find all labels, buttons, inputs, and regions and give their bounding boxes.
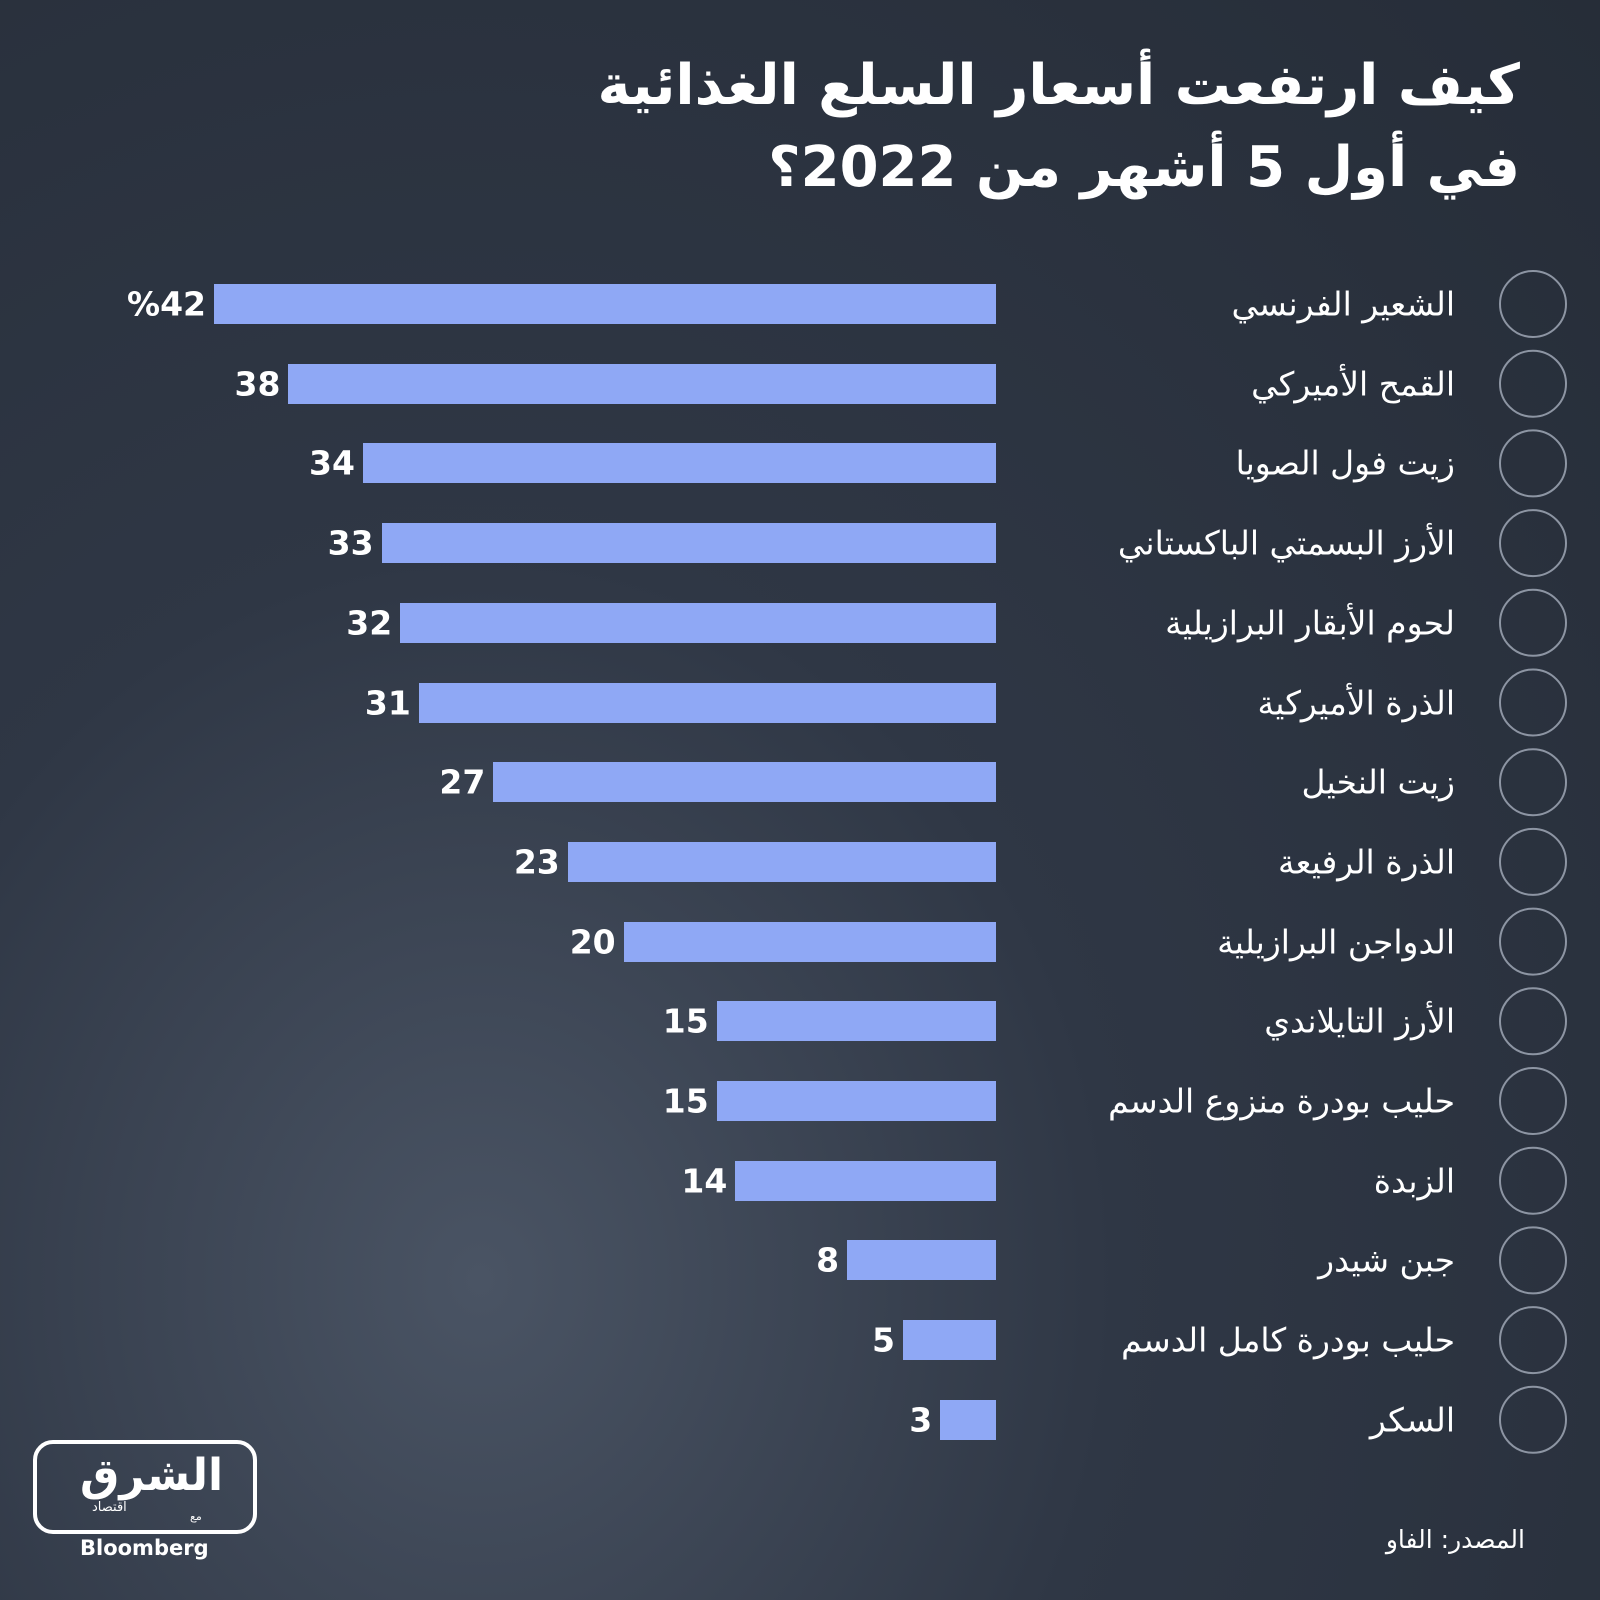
category-label: الذرة الرفيعة <box>1277 842 1455 882</box>
bar <box>847 1240 996 1281</box>
logo-name: الشرق <box>80 1450 224 1501</box>
icon <box>1499 1226 1567 1295</box>
icon <box>1499 668 1567 737</box>
bar <box>400 602 996 643</box>
icon <box>1499 349 1567 418</box>
category-label: الذرة الأميركية <box>1257 683 1455 722</box>
category-label: جبن شيدر <box>1318 1240 1455 1280</box>
value-label: %42 <box>127 284 206 324</box>
bar <box>623 921 996 962</box>
bar <box>716 1001 996 1042</box>
category-label: الزبدة <box>1373 1161 1455 1201</box>
source: المصدر: الفاو <box>1385 1525 1525 1554</box>
category-label: زيت فول الصويا <box>1235 443 1455 483</box>
bar <box>735 1160 996 1201</box>
icon <box>1499 748 1567 817</box>
chart-title: كيف ارتفعت أسعار السلع الغذائية <box>597 53 1520 118</box>
value-label: 20 <box>569 922 616 962</box>
category-label: زيت النخيل <box>1301 762 1455 802</box>
value-label: 8 <box>816 1240 840 1280</box>
value-label: 32 <box>346 603 393 643</box>
category-label: الأرز البسمتي الباكستاني <box>1117 523 1455 563</box>
bar <box>381 523 996 564</box>
icon <box>1499 907 1567 976</box>
icon <box>1499 429 1567 498</box>
category-label: القمح الأميركي <box>1251 364 1455 404</box>
value-label: 15 <box>662 1081 709 1121</box>
bar <box>716 1081 996 1121</box>
icon <box>1499 987 1567 1056</box>
value-label: 31 <box>364 683 411 722</box>
value-label: 27 <box>439 762 486 802</box>
chart-title: في أول 5 أشهر من 2022؟ <box>768 135 1520 200</box>
value-label: 15 <box>662 1001 709 1041</box>
bar <box>288 363 996 404</box>
value-label: 3 <box>909 1400 933 1440</box>
icon <box>1499 827 1567 896</box>
value-label: 34 <box>309 443 355 483</box>
icon <box>1499 270 1567 338</box>
logo-partner: Bloomberg <box>80 1536 209 1560</box>
icon <box>1499 1146 1567 1215</box>
category-label: السكر <box>1369 1400 1455 1440</box>
value-label: 38 <box>234 364 281 404</box>
bar <box>493 762 996 803</box>
logo-frame <box>33 1440 257 1534</box>
category-label: الدواجن البرازيلية <box>1217 922 1455 962</box>
icon <box>1499 1385 1567 1454</box>
icon <box>1499 1067 1567 1135</box>
logo-with: مع <box>190 1510 202 1523</box>
category-label: الشعير الفرنسي <box>1231 284 1456 324</box>
bar <box>902 1320 996 1361</box>
bar <box>940 1399 996 1440</box>
category-label: حليب بودرة منزوع الدسم <box>1108 1081 1455 1121</box>
bar <box>362 443 996 484</box>
category-label: الأرز التايلاندي <box>1264 1001 1455 1041</box>
logo-sub: اقتصاد <box>92 1500 127 1515</box>
value-label: 33 <box>327 523 374 563</box>
value-label: 14 <box>681 1161 728 1201</box>
bar <box>214 284 996 324</box>
icon <box>1499 1306 1567 1375</box>
value-label: 5 <box>871 1320 895 1360</box>
bar <box>567 841 996 882</box>
category-label: حليب بودرة كامل الدسم <box>1121 1320 1455 1360</box>
value-label: 23 <box>513 842 560 882</box>
icon <box>1499 509 1567 578</box>
icon <box>1499 588 1567 657</box>
bar <box>418 682 996 723</box>
category-label: لحوم الأبقار البرازيلية <box>1165 603 1455 643</box>
